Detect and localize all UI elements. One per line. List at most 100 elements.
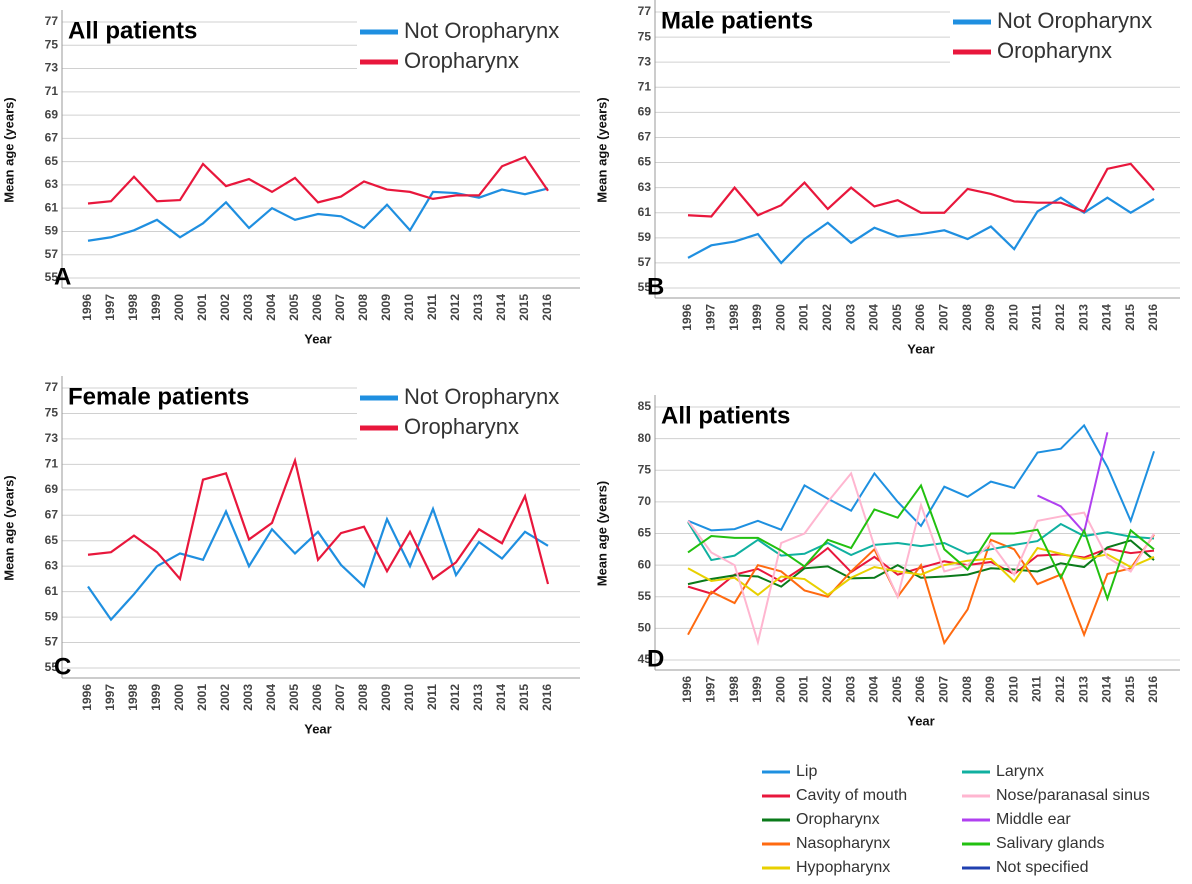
panel-title: All patients [68,17,197,44]
y-axis-label: Mean age (years) [1,97,16,203]
x-tick-label: 2010 [402,684,416,711]
y-tick-label: 77 [45,14,59,28]
series-line [1037,432,1109,535]
x-tick-label: 2013 [1076,676,1090,703]
legend-label: Larynx [996,763,1044,780]
y-tick-label: 67 [45,507,59,521]
x-tick-label: 2012 [1053,304,1067,331]
y-tick-label: 85 [638,399,652,413]
legend-label: Salivary glands [996,835,1105,852]
x-tick-label: 2012 [448,294,462,321]
x-tick-label: 2007 [936,304,950,331]
series-line [687,521,1155,562]
series-line [687,196,1155,265]
x-tick-label: 1999 [750,676,764,703]
y-tick-label: 65 [45,533,59,547]
series-line [687,423,1155,532]
y-tick-label: 63 [638,180,652,194]
x-tick-label: 2008 [356,294,370,321]
x-axis-label: Year [304,721,331,736]
panel-title: Male patients [661,7,813,34]
x-tick-label: 2007 [333,684,347,711]
x-tick-label: 2012 [1053,676,1067,703]
y-tick-label: 69 [45,107,59,121]
y-tick-label: 70 [638,494,652,508]
x-tick-label: 2010 [1006,304,1020,331]
x-tick-label: 2011 [1030,304,1044,330]
legend-label: Oropharynx [796,811,880,828]
y-tick-label: 65 [45,154,59,168]
legend-label: Not specified [996,859,1089,876]
x-tick-label: 2003 [843,676,857,703]
x-tick-label: 1999 [149,294,163,321]
x-tick-label: 1999 [149,684,163,711]
legend-label: Lip [796,763,817,780]
legend-box [950,0,1180,72]
series-line [687,546,1155,597]
y-tick-label: 65 [638,155,652,169]
legend-label: Nasopharynx [796,835,890,852]
series-line [87,505,549,622]
x-tick-label: 2006 [913,676,927,703]
x-tick-label: 2000 [172,294,186,321]
x-tick-label: 2015 [517,684,531,711]
series-line [687,546,1155,595]
y-tick-label: 69 [45,482,59,496]
x-tick-label: 2005 [890,676,904,703]
y-tick-label: 71 [45,84,59,98]
x-tick-label: 2000 [172,684,186,711]
y-tick-label: 55 [45,660,59,674]
x-tick-label: 2001 [195,294,209,321]
x-tick-label: 2004 [867,304,881,331]
x-tick-label: 1996 [680,304,694,331]
series-line [87,456,550,585]
y-tick-label: 69 [638,105,652,119]
x-tick-label: 2001 [195,684,209,711]
x-tick-label: 2006 [310,294,324,321]
x-tick-label: 2014 [494,294,508,321]
x-tick-label: 2009 [983,304,997,331]
y-tick-label: 61 [638,205,652,219]
legend-label: Nose/paranasal sinus [996,787,1150,804]
panel-label: C [54,653,71,680]
x-tick-label: 2000 [773,676,787,703]
y-axis-label: Mean age (years) [1,475,16,581]
series-line [687,483,1155,602]
x-tick-label: 2008 [960,304,974,331]
x-tick-label: 1997 [103,684,117,711]
x-tick-label: 2006 [310,684,324,711]
y-tick-label: 59 [638,230,652,244]
x-tick-label: 2002 [218,684,232,711]
y-tick-label: 45 [638,652,652,666]
panel-title: Female patients [68,383,249,410]
series-line [687,534,1155,646]
legend-label: Oropharynx [404,48,519,73]
series-line [687,471,1155,647]
panel-title: All patients [661,402,790,429]
x-tick-label: 2001 [797,676,811,703]
y-tick-label: 77 [638,4,652,18]
x-tick-label: 2004 [264,294,278,321]
y-axis-label: Mean age (years) [594,97,609,203]
y-tick-label: 71 [638,79,652,93]
y-tick-label: 71 [45,457,59,471]
x-tick-label: 2016 [540,294,554,321]
x-tick-label: 2008 [356,684,370,711]
panel-label: D [647,645,664,672]
legend-label: Hypopharynx [796,859,890,876]
y-axis-label: Mean age (years) [594,481,609,587]
x-tick-label: 2004 [867,676,881,703]
x-tick-label: 2016 [1146,676,1160,703]
y-tick-label: 63 [45,558,59,572]
series-line [87,155,549,205]
x-tick-label: 2001 [797,304,811,331]
y-tick-label: 73 [45,61,59,75]
legend-box [357,374,580,448]
y-tick-label: 59 [45,609,59,623]
x-axis-label: Year [907,713,934,728]
y-tick-label: 73 [638,54,652,68]
x-tick-label: 2012 [448,684,462,711]
series-line [687,162,1155,218]
